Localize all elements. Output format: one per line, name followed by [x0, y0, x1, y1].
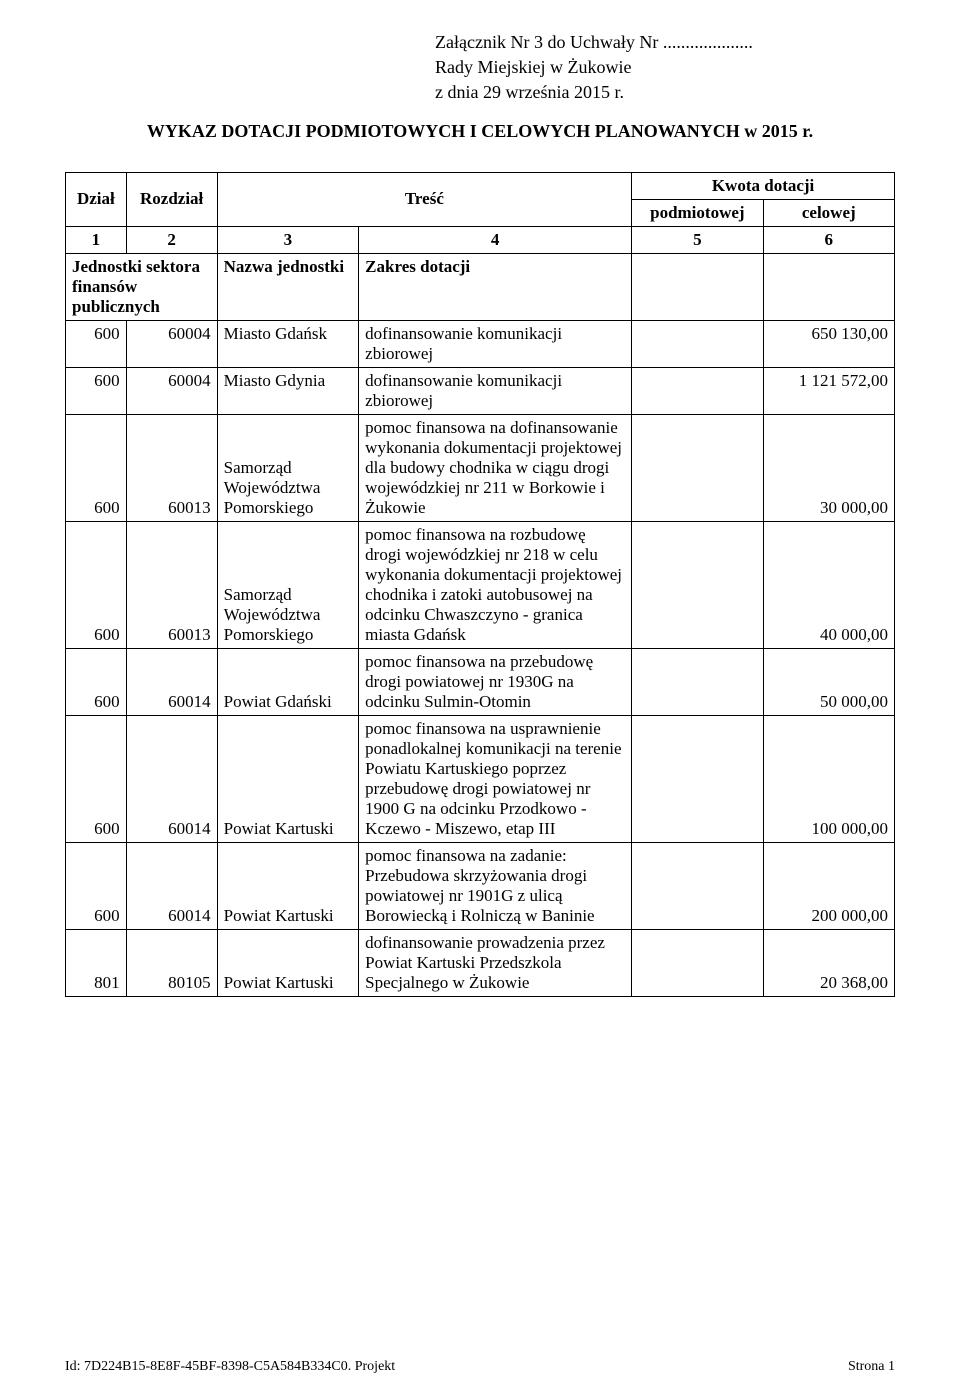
cell-nazwa: Powiat Kartuski — [217, 929, 359, 996]
th-tresc: Treść — [217, 172, 631, 226]
cell-rozdzial: 60014 — [126, 715, 217, 842]
table-body: Jednostki sektora finansów publicznych N… — [66, 253, 895, 996]
cell-podm — [632, 521, 763, 648]
cell-nazwa: Samorząd Województwa Pomorskiego — [217, 521, 359, 648]
page-footer: Id: 7D224B15-8E8F-45BF-8398-C5A584B334C0… — [65, 1359, 895, 1375]
cell-dzial: 801 — [66, 929, 127, 996]
table-row: 600 60014 Powiat Kartuski pomoc finansow… — [66, 842, 895, 929]
cell-rozdzial: 60004 — [126, 367, 217, 414]
numcell-1: 1 — [66, 226, 127, 253]
cell-zakres: pomoc finansowa na przebudowę drogi powi… — [359, 648, 632, 715]
page-title: WYKAZ DOTACJI PODMIOTOWYCH I CELOWYCH PL… — [65, 121, 895, 142]
cell-zakres: pomoc finansowa na zadanie: Przebudowa s… — [359, 842, 632, 929]
numcell-5: 5 — [632, 226, 763, 253]
cell-nazwa: Samorząd Województwa Pomorskiego — [217, 414, 359, 521]
table-row: 600 60014 Powiat Kartuski pomoc finansow… — [66, 715, 895, 842]
cell-podm — [632, 842, 763, 929]
cell-rozdzial: 60013 — [126, 414, 217, 521]
table-number-row: 1 2 3 4 5 6 — [66, 226, 895, 253]
cell-podm — [632, 715, 763, 842]
cell-rozdzial: 60013 — [126, 521, 217, 648]
sector-label: Jednostki sektora finansów publicznych — [66, 253, 218, 320]
sector-nazwa: Nazwa jednostki — [217, 253, 359, 320]
th-kwota: Kwota dotacji — [632, 172, 895, 199]
cell-zakres: dofinansowanie komunikacji zbiorowej — [359, 367, 632, 414]
cell-dzial: 600 — [66, 414, 127, 521]
cell-dzial: 600 — [66, 320, 127, 367]
cell-dzial: 600 — [66, 367, 127, 414]
cell-cel: 650 130,00 — [763, 320, 894, 367]
cell-rozdzial: 60014 — [126, 842, 217, 929]
cell-nazwa: Powiat Kartuski — [217, 842, 359, 929]
cell-dzial: 600 — [66, 715, 127, 842]
cell-cel: 200 000,00 — [763, 842, 894, 929]
th-rozdzial: Rozdział — [126, 172, 217, 226]
footer-id: Id: 7D224B15-8E8F-45BF-8398-C5A584B334C0… — [65, 1359, 395, 1375]
cell-cel: 30 000,00 — [763, 414, 894, 521]
sector-row: Jednostki sektora finansów publicznych N… — [66, 253, 895, 320]
cell-nazwa: Miasto Gdynia — [217, 367, 359, 414]
cell-zakres: dofinansowanie komunikacji zbiorowej — [359, 320, 632, 367]
numcell-6: 6 — [763, 226, 894, 253]
cell-dzial: 600 — [66, 521, 127, 648]
cell-podm — [632, 929, 763, 996]
cell-podm — [632, 367, 763, 414]
attachment-header: Załącznik Nr 3 do Uchwały Nr ...........… — [435, 30, 895, 106]
numcell-2: 2 — [126, 226, 217, 253]
table-row: 600 60004 Miasto Gdynia dofinansowanie k… — [66, 367, 895, 414]
sector-zakres: Zakres dotacji — [359, 253, 632, 320]
cell-dzial: 600 — [66, 648, 127, 715]
dotacje-table: Dział Rozdział Treść Kwota dotacji podmi… — [65, 172, 895, 997]
numcell-3: 3 — [217, 226, 359, 253]
cell-podm — [632, 320, 763, 367]
cell-cel: 50 000,00 — [763, 648, 894, 715]
header-line-1: Załącznik Nr 3 do Uchwały Nr ...........… — [435, 30, 895, 55]
cell-cel: 1 121 572,00 — [763, 367, 894, 414]
sector-podm — [632, 253, 763, 320]
cell-zakres: pomoc finansowa na rozbudowę drogi wojew… — [359, 521, 632, 648]
cell-rozdzial: 80105 — [126, 929, 217, 996]
cell-zakres: dofinansowanie prowadzenia przez Powiat … — [359, 929, 632, 996]
table-row: 600 60013 Samorząd Województwa Pomorskie… — [66, 414, 895, 521]
cell-podm — [632, 648, 763, 715]
header-line-3: z dnia 29 września 2015 r. — [435, 80, 895, 105]
table-row: 801 80105 Powiat Kartuski dofinansowanie… — [66, 929, 895, 996]
th-dzial: Dział — [66, 172, 127, 226]
cell-dzial: 600 — [66, 842, 127, 929]
table-row: 600 60004 Miasto Gdańsk dofinansowanie k… — [66, 320, 895, 367]
cell-cel: 40 000,00 — [763, 521, 894, 648]
cell-nazwa: Powiat Gdański — [217, 648, 359, 715]
cell-nazwa: Miasto Gdańsk — [217, 320, 359, 367]
cell-nazwa: Powiat Kartuski — [217, 715, 359, 842]
cell-cel: 100 000,00 — [763, 715, 894, 842]
cell-zakres: pomoc finansowa na dofinansowanie wykona… — [359, 414, 632, 521]
sector-cel — [763, 253, 894, 320]
cell-zakres: pomoc finansowa na usprawnienie ponadlok… — [359, 715, 632, 842]
cell-cel: 20 368,00 — [763, 929, 894, 996]
table-row: 600 60013 Samorząd Województwa Pomorskie… — [66, 521, 895, 648]
cell-rozdzial: 60014 — [126, 648, 217, 715]
table-header-row-1: Dział Rozdział Treść Kwota dotacji — [66, 172, 895, 199]
table-row: 600 60014 Powiat Gdański pomoc finansowa… — [66, 648, 895, 715]
cell-podm — [632, 414, 763, 521]
th-podmiotowej: podmiotowej — [632, 199, 763, 226]
numcell-4: 4 — [359, 226, 632, 253]
footer-page: Strona 1 — [848, 1359, 895, 1375]
th-celowej: celowej — [763, 199, 894, 226]
header-line-2: Rady Miejskiej w Żukowie — [435, 55, 895, 80]
cell-rozdzial: 60004 — [126, 320, 217, 367]
